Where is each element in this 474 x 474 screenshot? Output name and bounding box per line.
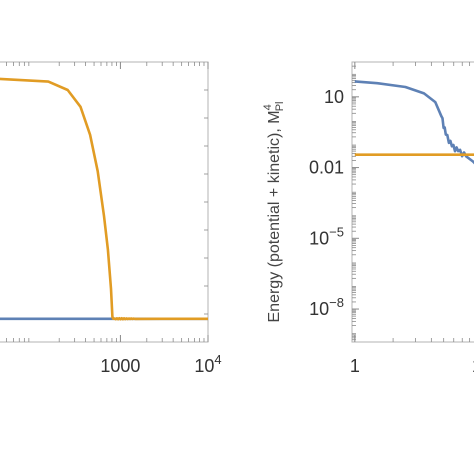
right-tick-marks [352, 62, 471, 342]
left-x-tick-label: 104 [194, 352, 221, 376]
right-x-tick-label: 1 [350, 356, 360, 376]
right-y-tick-label: 10 [324, 87, 344, 107]
right-tick-labels: 1 10 10 0.01 10−5 10−8 [309, 87, 474, 376]
right-y-tick-label: 10−8 [309, 295, 344, 319]
left-panel: 1000 104 [0, 61, 222, 376]
left-x-tick-label: 1000 [100, 356, 140, 376]
right-series-group [354, 80, 474, 165]
left-tick-marks [6, 62, 209, 342]
left-series-group [0, 77, 208, 321]
left-plot-frame [0, 61, 209, 343]
right-x-tick-label: 10 [472, 356, 474, 376]
left-tick-labels: 1000 104 [100, 352, 221, 376]
right-plot-frame [351, 61, 474, 343]
right-y-tick-label: 10−5 [309, 224, 344, 248]
right-series-line-blue [354, 80, 474, 165]
right-panel: 1 10 10 0.01 10−5 10−8 Energy (potential + ki… [262, 61, 474, 376]
left-series-line-orange [0, 77, 208, 321]
right-y-tick-label: 0.01 [309, 158, 344, 178]
right-y-axis-title: Energy (potential + kinetic), M4Pl [262, 102, 286, 323]
